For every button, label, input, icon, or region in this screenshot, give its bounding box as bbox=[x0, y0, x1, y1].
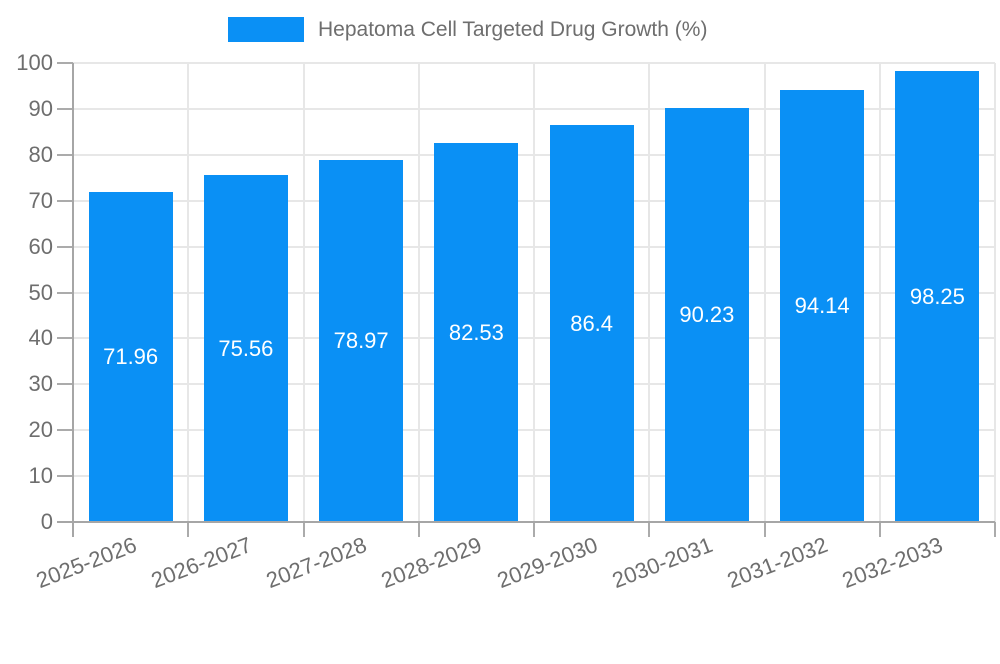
y-tick-mark bbox=[57, 429, 73, 432]
y-axis-tick-label: 10 bbox=[28, 463, 53, 489]
x-tick-mark bbox=[417, 522, 420, 537]
x-tick-mark bbox=[302, 522, 305, 537]
bar[interactable] bbox=[664, 107, 749, 522]
bar[interactable] bbox=[319, 159, 404, 522]
bar-value-label: 90.23 bbox=[679, 301, 735, 327]
x-tick-mark bbox=[187, 522, 190, 537]
y-axis-tick-label: 100 bbox=[16, 50, 53, 75]
gridline-vertical bbox=[648, 63, 651, 522]
x-tick-mark bbox=[878, 522, 881, 537]
x-tick-mark bbox=[994, 522, 996, 537]
plot-area: 71.96 75.56 78.97 82.53 86.4 90.23 94.14 98.25 0… bbox=[16, 50, 996, 593]
bar-chart: Hepatoma Cell Targeted Drug Growth (%) 7… bbox=[16, 17, 996, 594]
x-tick-mark bbox=[763, 522, 766, 537]
y-axis-tick-label: 20 bbox=[28, 417, 53, 443]
y-axis-tick-label: 90 bbox=[28, 95, 53, 121]
bar[interactable] bbox=[549, 125, 634, 522]
y-tick-mark bbox=[57, 245, 73, 248]
chart-legend[interactable]: Hepatoma Cell Targeted Drug Growth (%) bbox=[228, 17, 707, 42]
gridline-vertical bbox=[763, 63, 766, 522]
gridline-vertical bbox=[878, 63, 881, 522]
y-tick-mark bbox=[57, 107, 73, 110]
x-axis-line bbox=[57, 521, 995, 523]
y-tick-mark bbox=[57, 475, 73, 478]
y-axis-tick-label: 40 bbox=[28, 325, 53, 351]
bar[interactable] bbox=[203, 175, 288, 522]
bar-value-label: 78.97 bbox=[333, 327, 389, 353]
legend-label: Hepatoma Cell Targeted Drug Growth (%) bbox=[318, 18, 708, 41]
y-tick-mark bbox=[57, 291, 73, 294]
bar[interactable] bbox=[434, 143, 519, 522]
y-axis-tick-label: 80 bbox=[28, 141, 53, 167]
bar[interactable] bbox=[88, 191, 173, 522]
y-axis-tick-label: 50 bbox=[28, 279, 53, 305]
bar-value-label: 71.96 bbox=[103, 343, 159, 369]
bar-value-label: 94.14 bbox=[794, 292, 850, 318]
y-axis-tick-label: 0 bbox=[40, 509, 53, 534]
y-tick-mark bbox=[57, 337, 73, 340]
y-axis-tick-label: 30 bbox=[28, 371, 53, 397]
gridline-vertical bbox=[187, 63, 190, 522]
bar-value-label: 82.53 bbox=[448, 319, 504, 345]
y-axis-tick-label: 60 bbox=[28, 233, 53, 259]
bar[interactable] bbox=[780, 89, 865, 522]
y-axis-tick-label: 70 bbox=[28, 187, 53, 213]
gridline-vertical bbox=[302, 63, 305, 522]
bar-value-label: 86.4 bbox=[570, 310, 614, 336]
bar-value-label: 75.56 bbox=[218, 335, 274, 361]
gridline-vertical bbox=[533, 63, 535, 522]
y-tick-mark bbox=[57, 383, 73, 386]
x-tick-mark bbox=[533, 522, 535, 537]
gridline-vertical bbox=[417, 63, 420, 522]
gridline-vertical bbox=[994, 63, 996, 522]
bar-value-label: 98.25 bbox=[909, 283, 965, 309]
x-tick-mark bbox=[648, 522, 651, 537]
y-tick-mark bbox=[57, 62, 73, 64]
y-tick-mark bbox=[57, 153, 73, 156]
y-axis-line bbox=[72, 63, 74, 537]
legend-swatch-icon bbox=[228, 17, 304, 42]
y-tick-mark bbox=[57, 199, 73, 202]
bar[interactable] bbox=[895, 71, 980, 522]
